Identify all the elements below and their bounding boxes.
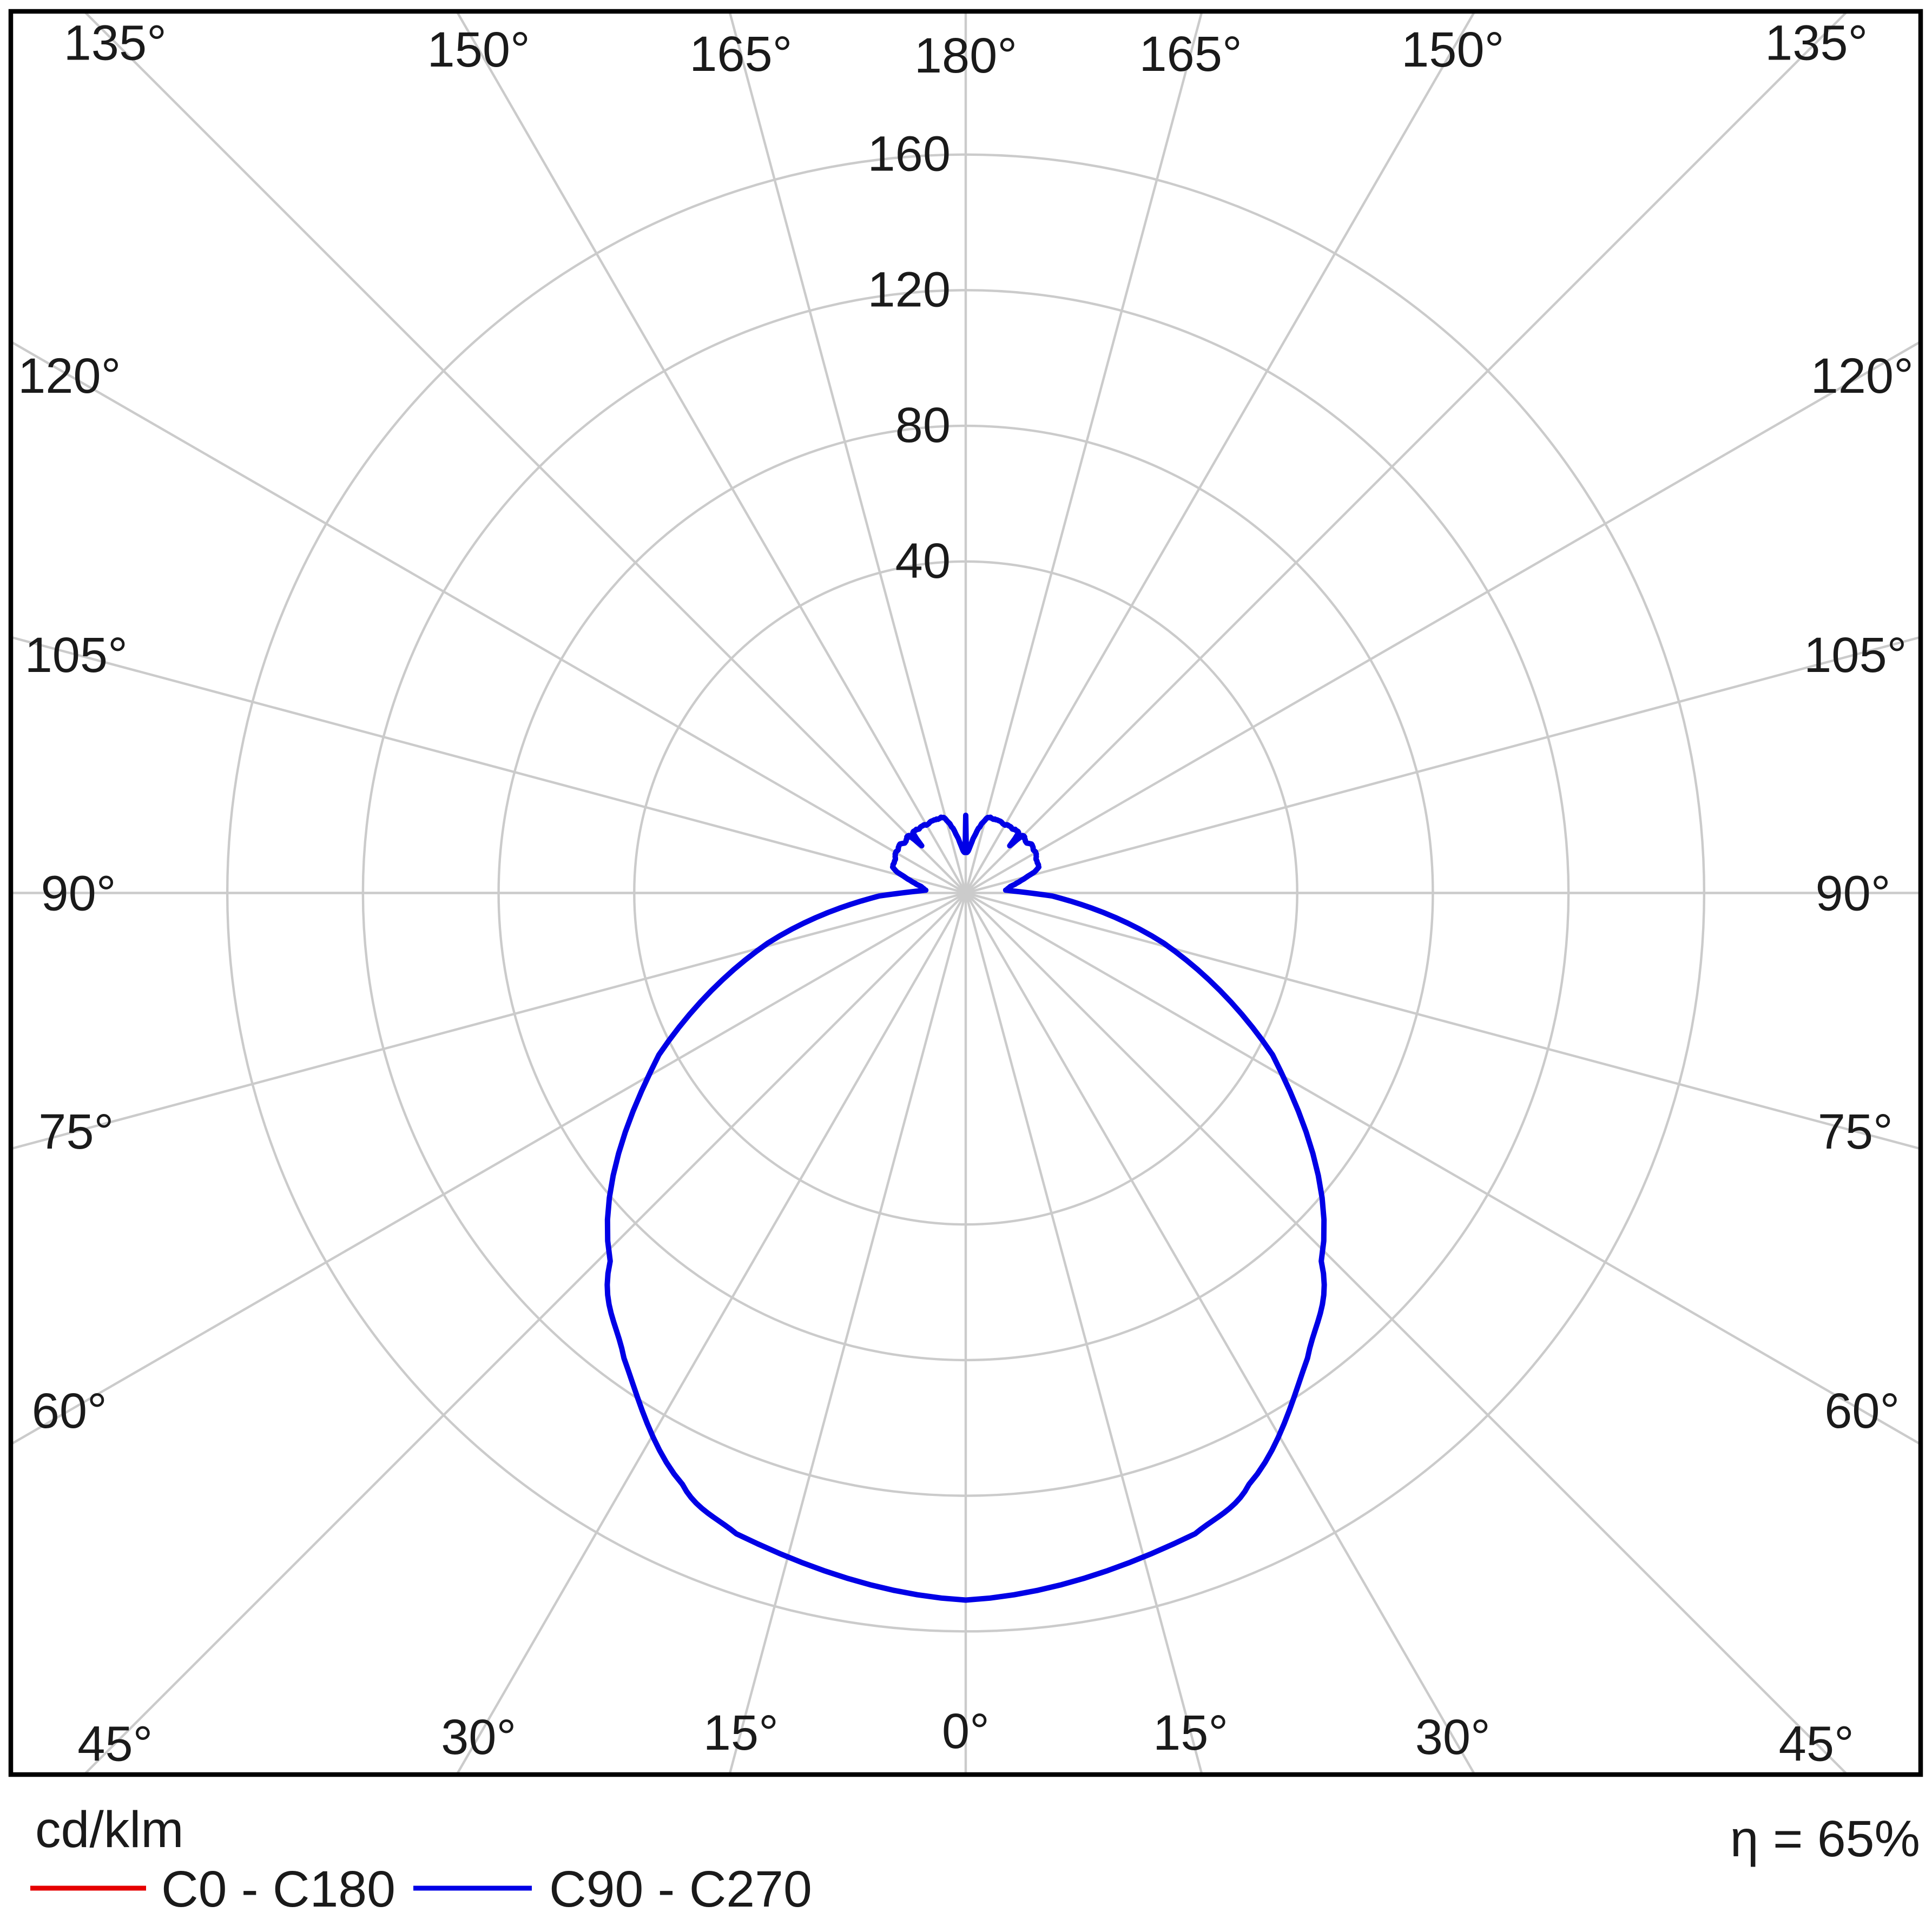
svg-text:135°: 135° (64, 15, 167, 70)
svg-text:45°: 45° (1779, 1717, 1854, 1772)
svg-text:0°: 0° (942, 1704, 990, 1759)
svg-text:80: 80 (895, 398, 951, 453)
svg-text:120°: 120° (1811, 348, 1914, 404)
svg-text:165°: 165° (1139, 27, 1242, 82)
svg-text:160: 160 (868, 127, 951, 182)
svg-text:15°: 15° (703, 1705, 779, 1760)
svg-text:30°: 30° (441, 1710, 516, 1765)
svg-text:135°: 135° (1765, 15, 1868, 70)
svg-text:40: 40 (895, 533, 951, 589)
svg-text:75°: 75° (1818, 1104, 1893, 1159)
svg-text:105°: 105° (1804, 628, 1907, 683)
svg-text:90°: 90° (1815, 866, 1890, 921)
svg-text:90°: 90° (41, 866, 116, 921)
svg-text:105°: 105° (25, 628, 128, 683)
svg-text:30°: 30° (1415, 1710, 1491, 1765)
svg-text:60°: 60° (1824, 1383, 1900, 1439)
svg-text:165°: 165° (689, 27, 792, 82)
svg-text:75°: 75° (38, 1104, 114, 1159)
svg-text:45°: 45° (77, 1717, 153, 1772)
svg-text:120°: 120° (18, 348, 121, 404)
svg-text:150°: 150° (427, 22, 530, 77)
svg-text:180°: 180° (914, 28, 1017, 83)
svg-text:15°: 15° (1153, 1705, 1228, 1760)
svg-text:120: 120 (868, 262, 951, 317)
svg-text:60°: 60° (32, 1383, 107, 1439)
svg-text:150°: 150° (1401, 22, 1504, 77)
